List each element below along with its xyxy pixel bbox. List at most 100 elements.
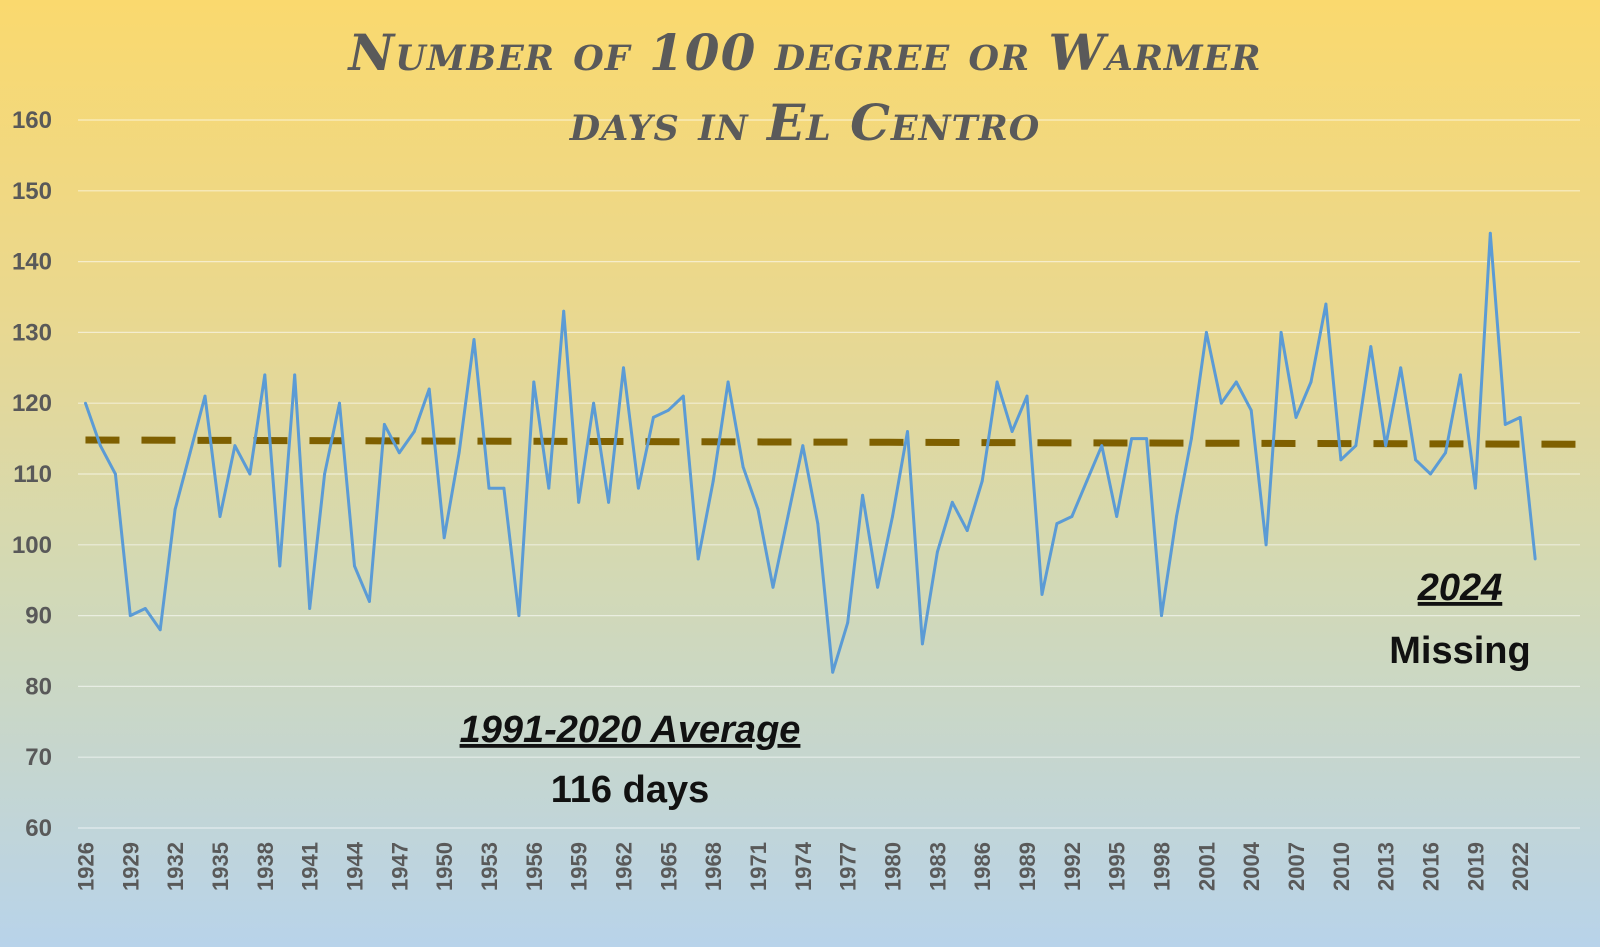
data-point — [248, 472, 252, 476]
x-tick-label: 1965 — [656, 842, 681, 891]
data-point — [412, 430, 416, 433]
x-tick-label: 1968 — [701, 842, 726, 891]
x-tick-label: 2016 — [1419, 842, 1444, 891]
x-tick-label: 1935 — [208, 842, 233, 891]
data-point — [233, 444, 237, 448]
y-tick-label: 120 — [12, 390, 52, 417]
data-point — [218, 515, 222, 518]
data-point — [1339, 458, 1343, 462]
data-point — [1414, 458, 1418, 462]
y-tick-label: 60 — [25, 815, 52, 842]
x-tick-label: 1986 — [970, 842, 995, 891]
data-point — [1488, 231, 1492, 235]
average-annotation-heading: 1991-2020 Average — [460, 709, 801, 751]
x-tick-label: 2022 — [1508, 842, 1533, 891]
data-point — [1324, 302, 1328, 306]
data-point — [1444, 451, 1447, 455]
y-tick-label: 80 — [25, 673, 52, 700]
missing-year-annotation-heading: 2024 — [1417, 567, 1503, 609]
chart-title-line-1: Number of 100 degree or Warmer — [347, 23, 1262, 82]
data-point — [382, 423, 386, 426]
data-point — [846, 621, 850, 625]
data-point — [1160, 614, 1163, 617]
data-point — [278, 564, 282, 568]
x-tick-label: 1959 — [567, 842, 592, 891]
data-point — [1115, 515, 1119, 518]
x-tick-label: 1926 — [73, 842, 98, 891]
data-point — [681, 394, 685, 398]
data-point — [801, 444, 805, 448]
data-point — [1085, 479, 1089, 483]
x-tick-label: 1941 — [298, 842, 323, 891]
data-point — [1384, 444, 1388, 448]
x-tick-label: 1974 — [791, 841, 816, 891]
data-point — [532, 380, 536, 384]
data-point — [1219, 401, 1223, 405]
average-annotation-value: 116 days — [551, 769, 709, 811]
data-point — [113, 472, 117, 476]
x-tick-label: 2019 — [1463, 842, 1488, 891]
chart-title-line-2: days in El Centro — [569, 93, 1040, 152]
data-point — [1459, 373, 1462, 377]
x-tick-label: 1938 — [253, 842, 278, 891]
data-point — [502, 486, 506, 490]
y-tick-label: 160 — [12, 107, 52, 134]
data-point — [756, 508, 760, 511]
data-point — [666, 408, 670, 412]
data-point — [786, 515, 790, 518]
x-tick-label: 1995 — [1105, 842, 1130, 891]
x-tick-label: 2001 — [1194, 842, 1219, 891]
data-point — [472, 338, 476, 341]
data-point — [173, 508, 177, 511]
missing-year-annotation-text: Missing — [1389, 630, 1530, 672]
y-tick-label: 110 — [13, 461, 52, 488]
y-tick-label: 150 — [12, 178, 52, 205]
y-tick-label: 130 — [12, 319, 52, 346]
data-point — [1204, 331, 1208, 334]
data-point — [965, 529, 969, 533]
x-tick-label: 1971 — [746, 842, 771, 891]
gridlines — [78, 119, 1580, 829]
data-point — [1354, 444, 1358, 448]
series-line — [84, 231, 1537, 674]
y-tick-label: 100 — [12, 532, 52, 559]
data-point — [457, 451, 461, 455]
data-point — [487, 486, 491, 490]
y-tick-label: 140 — [12, 249, 52, 276]
data-point — [906, 430, 909, 433]
data-point — [995, 380, 999, 384]
x-tick-label: 1950 — [432, 842, 457, 891]
data-point — [442, 536, 446, 540]
x-tick-label: 1962 — [612, 842, 637, 891]
data-point — [741, 465, 745, 469]
data-point — [397, 451, 401, 455]
data-point — [323, 472, 326, 476]
data-point — [517, 614, 521, 617]
data-point — [1175, 515, 1178, 518]
data-point — [1429, 472, 1432, 476]
series-group — [84, 231, 1537, 674]
data-point — [562, 309, 566, 313]
data-point — [980, 479, 984, 483]
data-point — [861, 493, 865, 497]
y-tick-label: 90 — [25, 603, 52, 630]
data-point — [353, 564, 356, 568]
data-point — [1473, 486, 1477, 490]
data-point — [711, 479, 715, 483]
data-point — [338, 401, 341, 405]
data-point — [368, 600, 371, 603]
data-point — [1190, 437, 1193, 440]
data-point — [876, 585, 879, 589]
x-tick-label: 1989 — [1015, 842, 1040, 891]
data-point — [1010, 430, 1014, 433]
data-point — [637, 486, 640, 490]
x-tick-label: 2010 — [1329, 842, 1354, 891]
data-point — [831, 670, 835, 674]
data-point — [651, 415, 655, 419]
data-point — [816, 522, 820, 525]
data-point — [128, 614, 132, 617]
y-tick-label: 70 — [25, 744, 52, 771]
data-point — [1055, 522, 1059, 525]
x-tick-label: 1983 — [925, 842, 950, 891]
